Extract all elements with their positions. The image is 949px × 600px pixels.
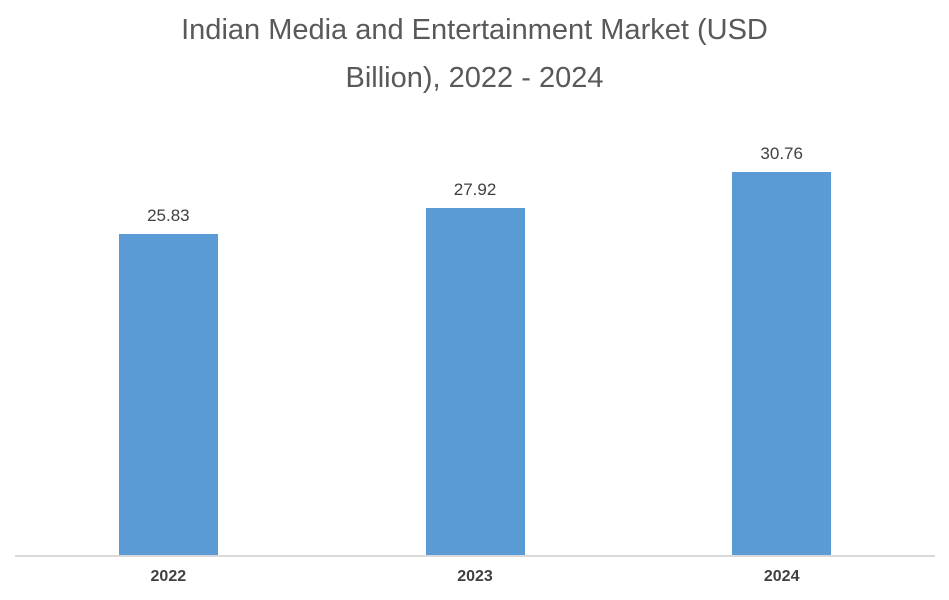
data-label-2023: 27.92: [453, 180, 497, 199]
chart-title-line-1: Indian Media and Entertainment Market (U…: [181, 14, 768, 46]
chart-title: Indian Media and Entertainment Market (U…: [0, 6, 949, 102]
bar-slot-2023: 27.92: [322, 99, 629, 555]
bar-2024: [732, 172, 832, 555]
x-axis-label-2022: 2022: [150, 568, 187, 585]
bar-2023: [425, 208, 525, 555]
data-label-2024: 30.76: [760, 144, 803, 163]
data-label-2022: 25.83: [147, 206, 190, 225]
plot-area: 25.83 27.92 30.76: [15, 99, 935, 555]
chart-title-line-2: Billion), 2022 - 2024: [345, 62, 604, 94]
x-axis-label-2023: 2023: [457, 568, 493, 585]
x-axis-line: [15, 555, 935, 557]
x-axis-labels: 2022 2023 2024: [15, 568, 935, 586]
bar-slot-2024: 30.76: [628, 99, 935, 555]
bar-2022: [118, 234, 218, 555]
x-axis-label-2024: 2024: [763, 568, 800, 585]
bar-slot-2022: 25.83: [15, 99, 322, 555]
